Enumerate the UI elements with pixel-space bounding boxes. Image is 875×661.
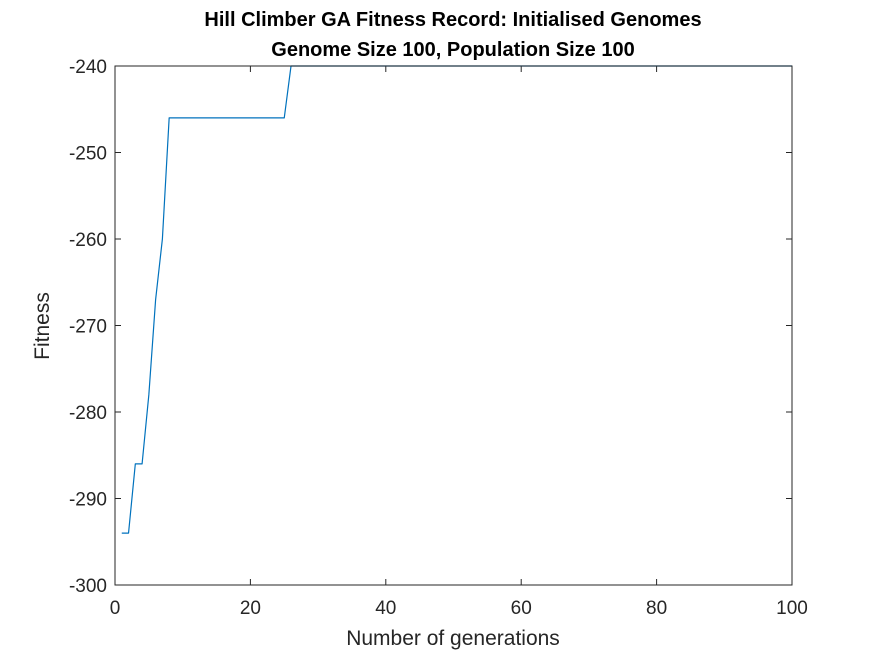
plot-area (115, 66, 792, 585)
y-tick-label: -260 (69, 230, 107, 251)
plot-frame (114, 65, 793, 586)
y-axis-label: Fitness (31, 292, 54, 360)
tick-labels: 0 20 40 60 80 100 -300 -290 -280 -270 -260 -250 -240 (69, 57, 808, 619)
x-tick-label: 20 (240, 598, 261, 619)
y-tick-label: -280 (69, 403, 107, 424)
chart-title-line-1: Hill Climber GA Fitness Record: Initiali… (204, 9, 701, 31)
x-tick-label: 60 (511, 598, 532, 619)
chart-title-line-2: Genome Size 100, Population Size 100 (271, 39, 634, 61)
y-tick-label: -250 (69, 144, 107, 165)
x-axis-label: Number of generations (346, 627, 560, 650)
x-tick-label: 0 (110, 598, 121, 619)
y-tick-label: -240 (69, 57, 107, 78)
y-tick-label: -270 (69, 317, 107, 338)
x-tick-label: 100 (776, 598, 808, 619)
x-tick-label: 40 (375, 598, 396, 619)
y-tick-label: -300 (69, 576, 107, 597)
y-tick-label: -290 (69, 490, 107, 511)
x-tick-label: 80 (646, 598, 667, 619)
